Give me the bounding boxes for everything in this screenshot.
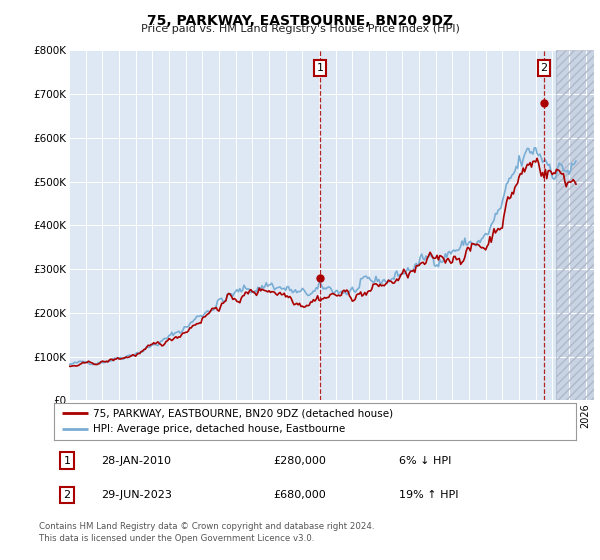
Text: 1: 1 (317, 63, 323, 73)
Text: HPI: Average price, detached house, Eastbourne: HPI: Average price, detached house, East… (93, 424, 346, 435)
Text: 6% ↓ HPI: 6% ↓ HPI (398, 455, 451, 465)
Text: 19% ↑ HPI: 19% ↑ HPI (398, 491, 458, 500)
Text: £280,000: £280,000 (273, 455, 326, 465)
Text: 2: 2 (64, 491, 71, 500)
Text: 2: 2 (541, 63, 548, 73)
Text: 75, PARKWAY, EASTBOURNE, BN20 9DZ (detached house): 75, PARKWAY, EASTBOURNE, BN20 9DZ (detac… (93, 408, 393, 418)
Text: £680,000: £680,000 (273, 491, 326, 500)
Text: 29-JUN-2023: 29-JUN-2023 (101, 491, 172, 500)
Bar (556, 50, 594, 400)
Bar (556, 50, 594, 400)
Text: 75, PARKWAY, EASTBOURNE, BN20 9DZ: 75, PARKWAY, EASTBOURNE, BN20 9DZ (147, 14, 453, 28)
Text: 28-JAN-2010: 28-JAN-2010 (101, 455, 171, 465)
Text: 1: 1 (64, 455, 71, 465)
Text: Contains HM Land Registry data © Crown copyright and database right 2024.
This d: Contains HM Land Registry data © Crown c… (39, 522, 374, 543)
Text: Price paid vs. HM Land Registry's House Price Index (HPI): Price paid vs. HM Land Registry's House … (140, 24, 460, 34)
